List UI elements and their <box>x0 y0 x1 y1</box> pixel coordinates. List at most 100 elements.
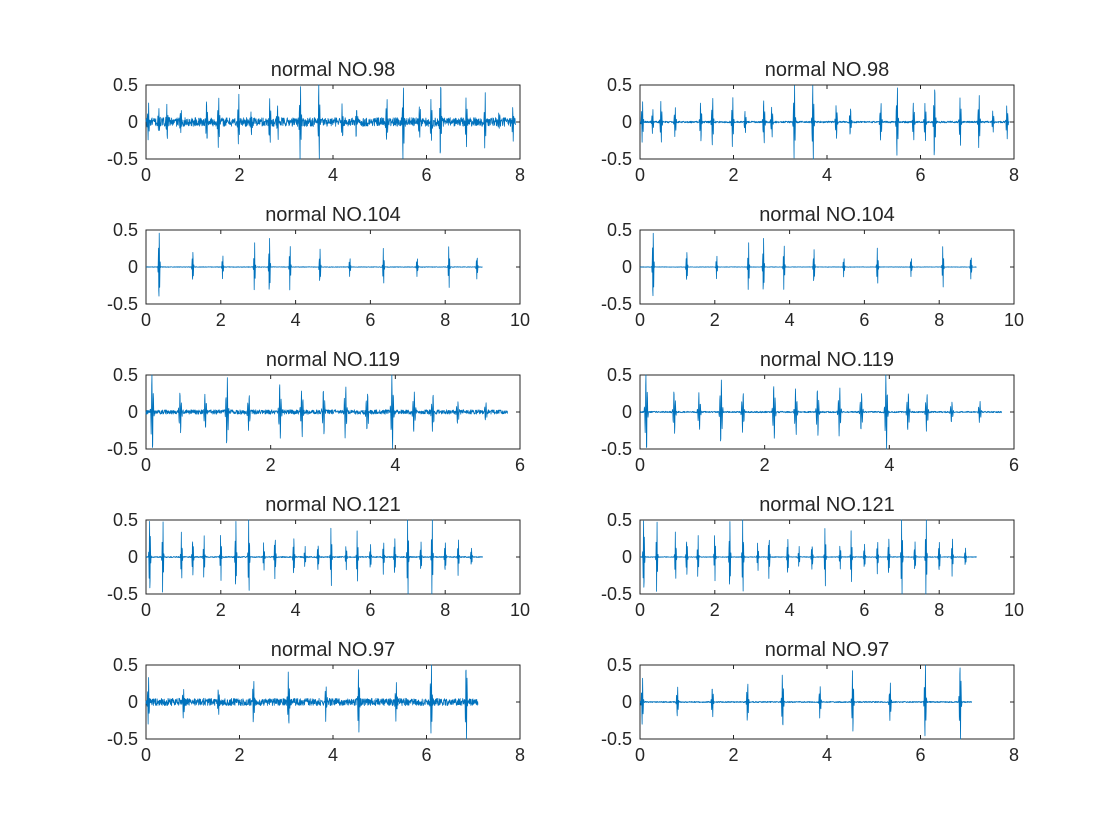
x-tick-label: 0 <box>141 455 151 475</box>
x-tick-label: 0 <box>141 310 151 330</box>
x-tick-label: 0 <box>635 455 645 475</box>
signal-line <box>145 519 483 595</box>
y-tick-label: 0.5 <box>113 220 138 240</box>
x-tick-label: 2 <box>710 600 720 620</box>
x-tick-label: 0 <box>141 600 151 620</box>
x-tick-label: 4 <box>390 455 400 475</box>
x-tick-label: 0 <box>635 600 645 620</box>
subplot-title: normal NO.97 <box>765 639 890 661</box>
x-tick-label: 0 <box>635 165 645 185</box>
x-tick-label: 6 <box>421 745 431 765</box>
signal-line <box>639 374 1002 450</box>
subplot-title: normal NO.119 <box>760 349 894 371</box>
x-tick-label: 8 <box>440 310 450 330</box>
x-tick-label: 6 <box>515 455 525 475</box>
y-tick-label: -0.5 <box>107 149 138 169</box>
x-tick-label: 6 <box>859 600 869 620</box>
x-tick-label: 2 <box>760 455 770 475</box>
x-tick-label: 4 <box>822 745 832 765</box>
subplot-title: normal NO.119 <box>266 349 400 371</box>
y-tick-label: 0.5 <box>113 510 138 530</box>
x-tick-label: 4 <box>822 165 832 185</box>
x-tick-label: 4 <box>328 165 338 185</box>
x-tick-label: 6 <box>915 745 925 765</box>
x-tick-label: 6 <box>365 310 375 330</box>
x-tick-label: 0 <box>635 310 645 330</box>
y-tick-label: 0.5 <box>607 510 632 530</box>
signal-line <box>639 519 977 595</box>
subplot-title: normal NO.104 <box>265 204 401 226</box>
signal-line <box>145 374 508 449</box>
x-tick-label: 0 <box>141 165 151 185</box>
subplot-9: normal NO.970 2 4 6 8-0.500.5 <box>107 639 525 765</box>
signal-line <box>145 84 516 160</box>
y-tick-label: -0.5 <box>107 729 138 749</box>
signal-line <box>639 664 973 740</box>
x-tick-label: 2 <box>710 310 720 330</box>
y-tick-label: 0.5 <box>113 655 138 675</box>
subplot-2: normal NO.980 2 4 6 8-0.500.5 <box>601 59 1019 185</box>
x-tick-label: 4 <box>785 310 795 330</box>
y-tick-label: 0 <box>128 547 138 567</box>
y-tick-label: 0 <box>128 402 138 422</box>
x-tick-label: 2 <box>216 310 226 330</box>
y-tick-label: -0.5 <box>107 439 138 459</box>
y-tick-label: 0 <box>128 692 138 712</box>
x-tick-label: 8 <box>1009 165 1019 185</box>
x-tick-label: 4 <box>291 600 301 620</box>
y-tick-label: 0.5 <box>607 655 632 675</box>
x-tick-label: 10 <box>510 600 530 620</box>
x-tick-label: 4 <box>884 455 894 475</box>
x-tick-label: 2 <box>234 745 244 765</box>
x-tick-label: 6 <box>859 310 869 330</box>
x-tick-label: 2 <box>216 600 226 620</box>
x-tick-label: 6 <box>1009 455 1019 475</box>
y-tick-label: 0.5 <box>113 365 138 385</box>
x-tick-label: 6 <box>421 165 431 185</box>
x-tick-label: 6 <box>365 600 375 620</box>
x-tick-label: 8 <box>934 310 944 330</box>
signal-line <box>639 232 977 297</box>
x-tick-label: 8 <box>440 600 450 620</box>
y-tick-label: 0.5 <box>113 75 138 95</box>
y-tick-label: -0.5 <box>601 584 632 604</box>
y-tick-label: 0 <box>622 547 632 567</box>
x-tick-label: 2 <box>234 165 244 185</box>
y-tick-label: -0.5 <box>107 294 138 314</box>
y-tick-label: 0.5 <box>607 365 632 385</box>
y-tick-label: 0.5 <box>607 75 632 95</box>
signal-line <box>145 232 483 297</box>
x-tick-label: 8 <box>1009 745 1019 765</box>
y-tick-label: 0 <box>128 257 138 277</box>
subplot-title: normal NO.121 <box>759 494 895 516</box>
subplot-1: normal NO.980 2 4 6 8-0.500.5 <box>107 59 525 185</box>
x-tick-label: 10 <box>1004 600 1024 620</box>
y-tick-label: -0.5 <box>601 149 632 169</box>
y-tick-label: -0.5 <box>107 584 138 604</box>
y-tick-label: 0.5 <box>607 220 632 240</box>
signal-line <box>639 85 1010 160</box>
subplot-title: normal NO.98 <box>271 59 396 81</box>
x-tick-label: 2 <box>266 455 276 475</box>
subplot-title: normal NO.121 <box>265 494 401 516</box>
x-tick-label: 10 <box>510 310 530 330</box>
x-tick-label: 2 <box>728 745 738 765</box>
y-tick-label: 0 <box>622 257 632 277</box>
y-tick-label: -0.5 <box>601 439 632 459</box>
x-tick-label: 2 <box>728 165 738 185</box>
x-tick-label: 4 <box>785 600 795 620</box>
x-tick-label: 8 <box>515 745 525 765</box>
x-tick-label: 10 <box>1004 310 1024 330</box>
subplot-10: normal NO.970 2 4 6 8-0.500.5 <box>601 639 1019 765</box>
y-tick-label: 0 <box>622 112 632 132</box>
y-tick-label: 0 <box>128 112 138 132</box>
subplot-title: normal NO.97 <box>271 639 396 661</box>
y-tick-label: -0.5 <box>601 294 632 314</box>
x-tick-label: 8 <box>934 600 944 620</box>
x-tick-label: 8 <box>515 165 525 185</box>
